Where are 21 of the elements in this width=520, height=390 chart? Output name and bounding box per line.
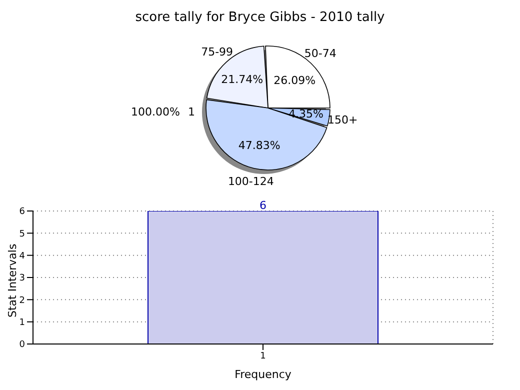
slice-label: 1 <box>188 106 195 118</box>
x-axis-title: Frequency <box>234 368 292 381</box>
data-label: 21.74% <box>221 73 264 86</box>
y-tick-label: 4 <box>19 252 26 262</box>
y-tick-label: 0 <box>19 340 26 350</box>
y-tick-label: 2 <box>19 296 25 306</box>
slice-label: 75-99 <box>201 46 234 59</box>
y-tick-label: 1 <box>19 318 25 328</box>
y-tick-label: 5 <box>19 229 25 240</box>
y-tick-label: 3 <box>19 274 25 284</box>
data-label: 6 <box>260 199 266 212</box>
y-axis-title: Stat Intervals <box>6 244 19 318</box>
data-label: 47.83% <box>238 138 280 152</box>
slice-label: 150+ <box>328 114 358 127</box>
slice-label: 100-124 <box>228 175 274 188</box>
data-label: 26.09% <box>274 74 316 87</box>
y-tick-label: 6 <box>19 207 26 218</box>
data-label: 100.00% <box>131 106 180 118</box>
slice-label: 50-74 <box>304 46 336 60</box>
data-label: 4.35% <box>288 108 324 121</box>
chart-title: score tally for Bryce Gibbs - 2010 tally <box>134 10 386 25</box>
